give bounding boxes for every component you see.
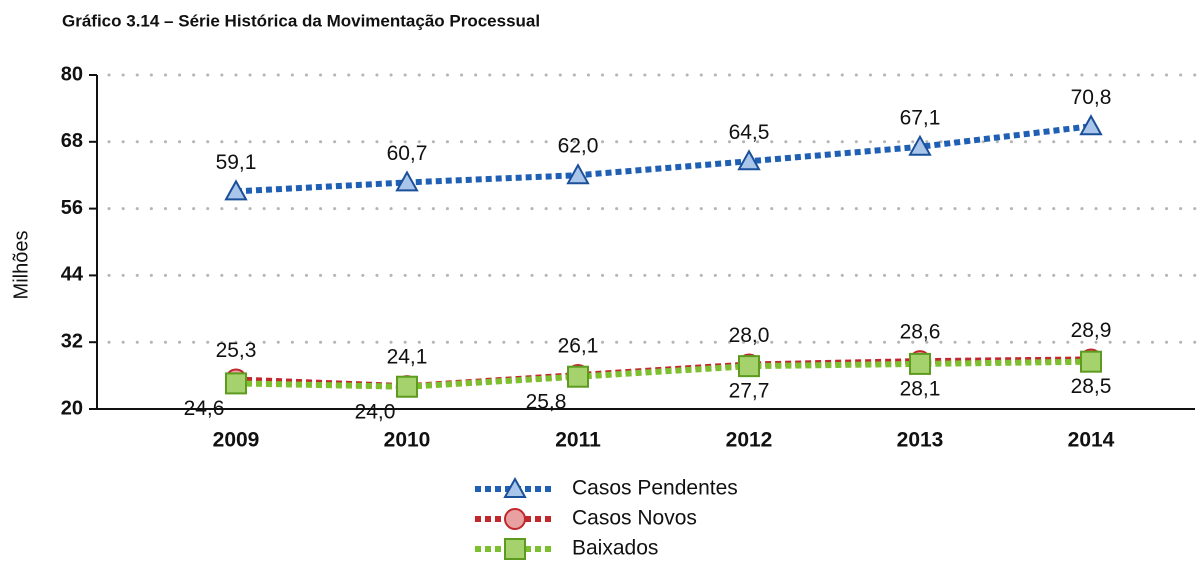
marker xyxy=(224,179,248,201)
x-tick-label: 2010 xyxy=(384,429,431,452)
marker xyxy=(909,352,931,375)
data-label: 25,3 xyxy=(216,339,257,362)
series-line xyxy=(235,356,1092,390)
series-line xyxy=(235,123,1092,195)
marker xyxy=(566,163,590,185)
data-label: 28,0 xyxy=(729,324,770,347)
marker xyxy=(567,365,589,388)
marker xyxy=(396,375,418,398)
legend-label: Casos Novos xyxy=(572,507,697,530)
data-label: 28,5 xyxy=(1071,375,1112,398)
y-tick-label: 44 xyxy=(61,264,84,286)
marker xyxy=(1080,350,1102,373)
marker xyxy=(504,508,526,530)
legend-label: Baixados xyxy=(572,537,658,560)
y-tick-label: 20 xyxy=(61,397,83,419)
y-tick-label: 68 xyxy=(61,130,83,152)
data-label: 24,0 xyxy=(355,400,396,423)
marker xyxy=(503,476,527,498)
data-label: 28,1 xyxy=(900,377,941,400)
data-label: 24,6 xyxy=(184,397,225,420)
marker xyxy=(395,170,419,192)
data-label: 67,1 xyxy=(900,106,941,129)
marker xyxy=(504,538,526,560)
y-tick-label: 32 xyxy=(61,330,83,352)
data-label: 70,8 xyxy=(1071,86,1112,109)
data-label: 24,1 xyxy=(387,346,428,369)
x-tick-label: 2013 xyxy=(897,429,944,452)
data-label: 28,9 xyxy=(1071,319,1112,342)
data-label: 64,5 xyxy=(729,121,770,144)
data-label: 59,1 xyxy=(216,151,257,174)
data-label: 27,7 xyxy=(729,380,770,403)
data-label: 28,6 xyxy=(900,321,941,344)
marker xyxy=(1079,114,1103,136)
x-tick-label: 2009 xyxy=(213,429,260,452)
y-axis-label: Milhões xyxy=(10,231,32,300)
series-line xyxy=(235,358,1092,390)
y-tick-label: 56 xyxy=(61,197,83,219)
x-tick-label: 2011 xyxy=(555,429,601,452)
data-label: 25,8 xyxy=(526,390,567,413)
legend-label: Casos Pendentes xyxy=(572,477,738,500)
marker xyxy=(737,149,761,171)
data-label: 26,1 xyxy=(558,335,599,358)
marker xyxy=(738,355,760,378)
x-tick-label: 2014 xyxy=(1068,429,1115,452)
x-tick-label: 2012 xyxy=(726,429,773,452)
data-label: 60,7 xyxy=(387,142,428,165)
marker xyxy=(908,134,932,156)
marker xyxy=(225,372,247,395)
data-label: 62,0 xyxy=(558,135,599,158)
chart-title: Gráfico 3.14 – Série Histórica da Movime… xyxy=(62,11,540,30)
y-tick-label: 80 xyxy=(61,63,83,85)
